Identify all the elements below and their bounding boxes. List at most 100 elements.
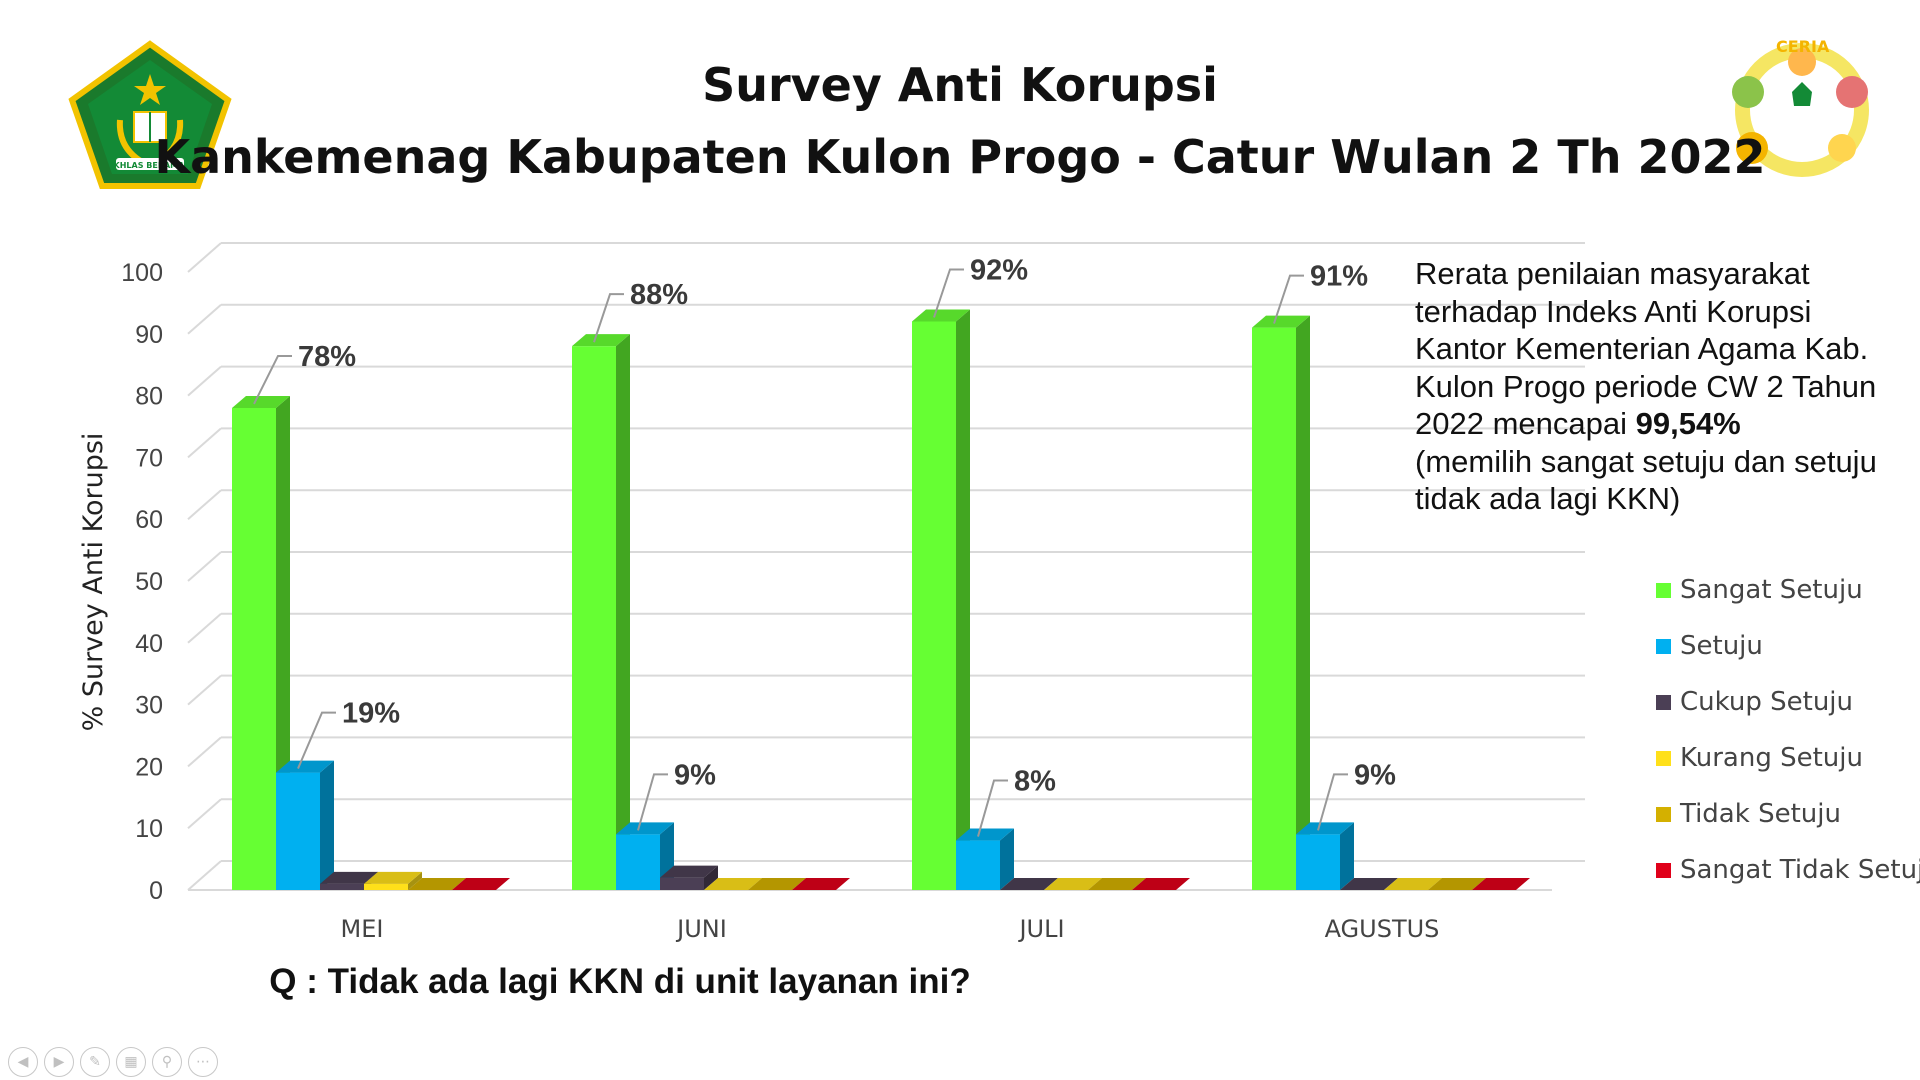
bar-side bbox=[320, 760, 334, 890]
legend-label: Cukup Setuju bbox=[1680, 687, 1853, 717]
bar-top bbox=[1132, 878, 1190, 890]
bar-top bbox=[1384, 878, 1442, 890]
bar-top bbox=[452, 878, 510, 890]
gridline-diagonal bbox=[187, 674, 222, 706]
summary-note-text: Rerata penilaian masyarakat terhadap Ind… bbox=[1415, 256, 1877, 441]
bar bbox=[956, 840, 1000, 890]
y-tick-label: 60 bbox=[135, 506, 163, 534]
y-tick-label: 70 bbox=[135, 444, 163, 472]
legend-label: Tidak Setuju bbox=[1679, 799, 1841, 829]
bar-side bbox=[1000, 828, 1014, 890]
chart-gridlines bbox=[187, 242, 1585, 891]
bar-top bbox=[616, 822, 674, 835]
bar-side bbox=[616, 334, 630, 890]
data-label: 88% bbox=[630, 279, 688, 311]
bar-side bbox=[1296, 315, 1310, 890]
bar-top bbox=[364, 871, 422, 884]
summary-note: Rerata penilaian masyarakat terhadap Ind… bbox=[1415, 255, 1905, 518]
bar bbox=[1296, 834, 1340, 890]
gridline-diagonal bbox=[187, 489, 222, 520]
bar-side bbox=[1340, 822, 1354, 890]
bar bbox=[572, 346, 616, 890]
y-tick-label: 90 bbox=[135, 321, 163, 349]
bar-top bbox=[912, 309, 970, 322]
bar-top bbox=[1252, 315, 1310, 328]
bar-side bbox=[704, 865, 718, 890]
legend-label: Setuju bbox=[1680, 631, 1763, 661]
chart-title-line-2: Kankemenag Kabupaten Kulon Progo - Catur… bbox=[154, 130, 1766, 184]
bar-top bbox=[1000, 878, 1058, 890]
bar-top bbox=[1088, 878, 1146, 890]
zoom-icon[interactable]: ⚲ bbox=[152, 1047, 182, 1077]
bar bbox=[660, 877, 704, 890]
bar bbox=[364, 883, 408, 890]
bar-top bbox=[408, 878, 466, 890]
bar bbox=[232, 407, 276, 890]
summary-note-highlight: 99,54% bbox=[1635, 406, 1741, 441]
bar-top bbox=[748, 878, 806, 890]
legend-swatch bbox=[1656, 583, 1671, 598]
bar-top bbox=[1296, 822, 1354, 835]
bar-top bbox=[232, 395, 290, 408]
bar-top bbox=[1044, 878, 1102, 890]
next-icon[interactable]: ▶ bbox=[44, 1047, 74, 1077]
y-axis-label: % Survey Anti Korupsi bbox=[78, 433, 109, 732]
data-label-leader bbox=[1273, 274, 1304, 324]
data-label-leader bbox=[297, 711, 336, 769]
bar-side bbox=[408, 871, 422, 890]
logo-right-text: CERIA bbox=[1776, 37, 1830, 56]
data-label: 91% bbox=[1310, 261, 1368, 293]
y-tick-label: 50 bbox=[135, 568, 163, 596]
bar bbox=[912, 321, 956, 890]
legend-swatch bbox=[1656, 695, 1671, 710]
chart-data-labels: 78% 19% 88% 9% 92% 8% 91% 9% bbox=[253, 254, 1396, 837]
bar-top bbox=[276, 760, 334, 773]
data-label: 92% bbox=[970, 254, 1028, 286]
x-tick-label: JUNI bbox=[675, 915, 727, 943]
legend-swatch bbox=[1656, 807, 1671, 822]
chart-title-line-1: Survey Anti Korupsi bbox=[702, 58, 1218, 112]
y-tick-label: 100 bbox=[121, 259, 163, 287]
y-tick-label: 10 bbox=[135, 815, 163, 843]
bar bbox=[616, 834, 660, 890]
legend-label: Sangat Setuju bbox=[1680, 575, 1863, 605]
y-tick-label: 0 bbox=[149, 877, 163, 905]
legend-swatch bbox=[1656, 751, 1671, 766]
legend-swatch bbox=[1656, 639, 1671, 654]
survey-bar-chart: 0 10 20 30 40 50 60 70 80 90 100 % Survey Anti Koru… bbox=[78, 242, 1920, 943]
gridline-diagonal bbox=[187, 798, 222, 829]
bar bbox=[276, 772, 320, 890]
bar-top bbox=[320, 871, 378, 884]
x-tick-label: AGUSTUS bbox=[1325, 915, 1440, 943]
data-label: 8% bbox=[1014, 766, 1056, 798]
x-tick-label: JULI bbox=[1017, 915, 1064, 943]
y-tick-label: 80 bbox=[135, 383, 163, 411]
data-label-leader bbox=[977, 779, 1008, 837]
slides-icon[interactable]: ▦ bbox=[116, 1047, 146, 1077]
bar bbox=[1252, 327, 1296, 890]
data-label: 9% bbox=[674, 759, 716, 791]
bar-top bbox=[1428, 878, 1486, 890]
bar-top bbox=[660, 865, 718, 878]
y-tick-label: 40 bbox=[135, 630, 163, 658]
gridline-diagonal bbox=[187, 736, 222, 768]
data-label-leader bbox=[593, 293, 624, 343]
legend-label: Sangat Tidak Setuju bbox=[1680, 855, 1920, 885]
y-tick-label: 20 bbox=[135, 753, 163, 781]
pen-icon[interactable]: ✎ bbox=[80, 1047, 110, 1077]
legend-label: Kurang Setuju bbox=[1680, 743, 1863, 773]
prev-icon[interactable]: ◀ bbox=[8, 1047, 38, 1077]
summary-note-subtext: (memilih sangat setuju dan setuju tidak … bbox=[1415, 443, 1877, 517]
gridline-diagonal bbox=[187, 551, 222, 582]
more-icon[interactable]: ⋯ bbox=[188, 1047, 218, 1077]
logo-left-text: IKHLAS BERAMAL bbox=[111, 161, 190, 170]
legend-swatch bbox=[1656, 863, 1671, 878]
gridline-diagonal bbox=[187, 304, 222, 335]
ceria-badge-icon: CERIA bbox=[1732, 37, 1871, 179]
bar-top bbox=[1472, 878, 1530, 890]
data-label-leader bbox=[933, 268, 964, 318]
gridline-diagonal bbox=[187, 613, 222, 644]
chart-axes: 0 10 20 30 40 50 60 70 80 90 100 % Survey Anti Koru… bbox=[78, 259, 1439, 943]
gridline-diagonal bbox=[187, 242, 222, 273]
gridline-diagonal bbox=[187, 860, 222, 891]
